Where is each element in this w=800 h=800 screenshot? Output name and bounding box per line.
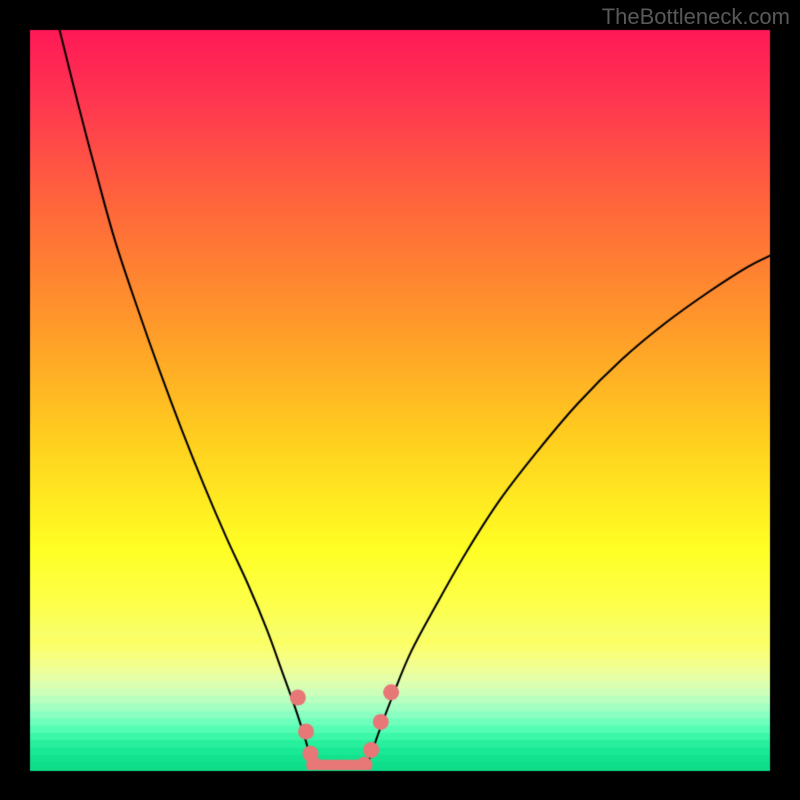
chart-canvas xyxy=(0,0,800,800)
watermark-text: TheBottleneck.com xyxy=(602,4,790,30)
chart-stage: TheBottleneck.com xyxy=(0,0,800,800)
